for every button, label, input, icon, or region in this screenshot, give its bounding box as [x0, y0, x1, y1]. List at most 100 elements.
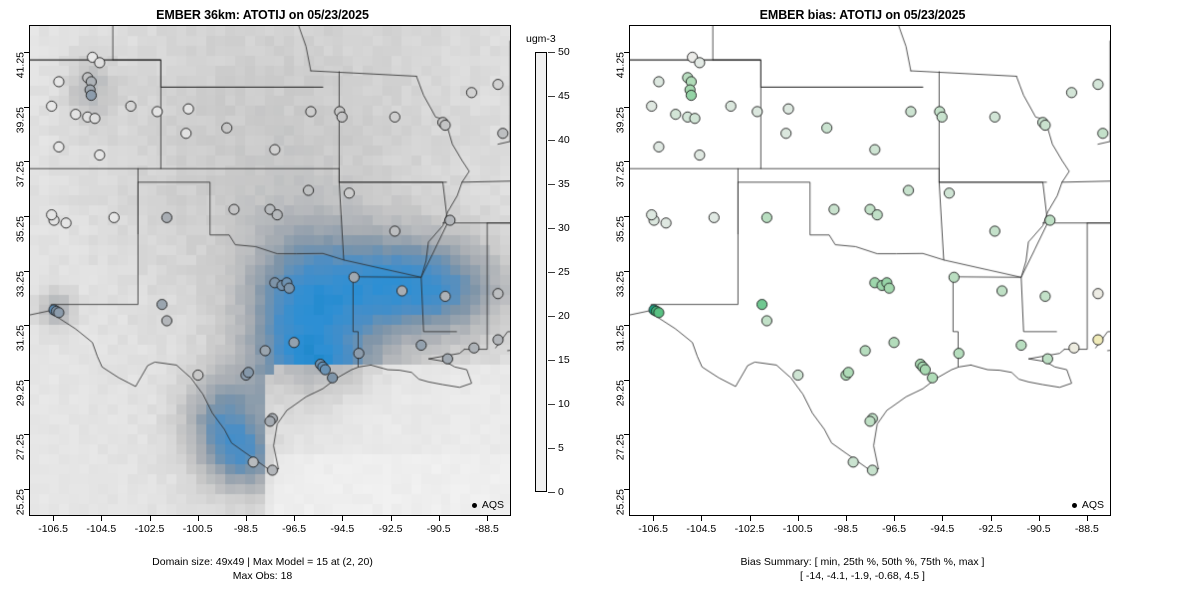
y-tick — [624, 52, 629, 54]
colorbar-tick — [548, 316, 555, 317]
x-tick-label: -104.5 — [686, 523, 717, 535]
y-tick-label: 27.25 — [614, 434, 626, 461]
x-tick — [53, 516, 55, 521]
x-tick — [1038, 516, 1040, 521]
y-tick — [624, 488, 629, 490]
caption-model-line2: Max Obs: 18 — [232, 570, 293, 582]
y-tick — [624, 161, 629, 163]
panel-model: EMBER 36km: ATOTIJ on 05/23/2025 AQS -10… — [0, 8, 570, 582]
x-tick — [149, 516, 151, 521]
colorbar-tick-label: 5 — [558, 442, 564, 454]
x-tick — [845, 516, 847, 521]
colorbar-tick-label: 35 — [558, 178, 570, 190]
colorbar-tick-label: 30 — [558, 222, 570, 234]
legend-aqs-bias: AQS — [1069, 498, 1107, 512]
aqs-dot-icon — [471, 502, 477, 508]
y-tick — [624, 270, 629, 272]
x-tick — [294, 516, 296, 521]
colorbar-tick — [548, 492, 555, 493]
x-tick-label: -88.5 — [474, 523, 499, 535]
y-tick — [24, 52, 29, 54]
colorbar-tick-label: 40 — [558, 134, 570, 146]
map-plot-model[interactable]: AQS — [29, 25, 511, 516]
y-axis-bias: 25.25 27.25 29.25 31.25 33.25 35.25 37.25 39.25… — [600, 25, 629, 516]
aqs-dot-icon — [1071, 502, 1077, 508]
x-tick — [101, 516, 103, 521]
panel-title-model: EMBER 36km: ATOTIJ on 05/23/2025 — [156, 8, 369, 22]
caption-model-line1: Domain size: 49x49 | Max Model = 15 at (… — [152, 556, 373, 568]
colorbar-tick-label: 0 — [558, 486, 564, 498]
colorbar-tick — [548, 184, 555, 185]
y-tick — [624, 215, 629, 217]
panel-title-bias: EMBER bias: ATOTIJ on 05/23/2025 — [759, 8, 966, 22]
x-tick — [245, 516, 247, 521]
y-tick-label: 37.25 — [614, 161, 626, 188]
y-tick — [24, 270, 29, 272]
colorbar-tick — [548, 360, 555, 361]
y-axis-model: 25.25 27.25 29.25 31.25 33.25 35.25 37.25 39.25… — [0, 25, 29, 516]
colorbar-tick-label: 10 — [558, 398, 570, 410]
x-tick-label: -88.5 — [1074, 523, 1099, 535]
x-tick-label: -90.5 — [1026, 523, 1051, 535]
y-tick — [624, 379, 629, 381]
x-tick-label: -100.5 — [782, 523, 813, 535]
x-tick-label: -98.5 — [833, 523, 858, 535]
y-tick-label: 25.25 — [14, 488, 26, 515]
x-tick — [990, 516, 992, 521]
colorbar-tick — [548, 140, 555, 141]
x-tick — [894, 516, 896, 521]
y-tick — [24, 215, 29, 217]
colorbar-tick-label: 15 — [558, 354, 570, 366]
colorbar-tick — [548, 272, 555, 273]
legend-aqs-model: AQS — [469, 498, 507, 512]
map-plot-bias[interactable]: AQS — [629, 25, 1111, 516]
y-tick-label: 29.25 — [614, 379, 626, 406]
y-tick-label: 39.25 — [14, 106, 26, 134]
colorbar-tick — [548, 96, 555, 97]
colorbar-tick-label: 45 — [558, 90, 570, 102]
caption-bias-line1: Bias Summary: [ min, 25th %, 50th %, 75t… — [740, 556, 985, 568]
y-tick — [24, 379, 29, 381]
y-tick-label: 33.25 — [14, 270, 26, 297]
y-tick-label: 31.25 — [14, 325, 26, 352]
x-tick — [797, 516, 799, 521]
x-tick-label: -104.5 — [86, 523, 117, 535]
aqs-bias-markers[interactable] — [630, 26, 1110, 515]
y-tick — [24, 434, 29, 436]
x-tick-label: -106.5 — [638, 523, 668, 535]
x-tick — [438, 516, 440, 521]
y-tick-label: 35.25 — [14, 215, 26, 243]
x-tick-label: -94.5 — [330, 523, 355, 535]
y-tick-label: 37.25 — [14, 161, 26, 188]
x-tick-label: -90.5 — [426, 523, 451, 535]
x-tick — [1086, 516, 1088, 521]
x-tick — [342, 516, 344, 521]
legend-label-aqs: AQS — [1081, 499, 1104, 511]
aqs-station-markers[interactable] — [30, 26, 510, 515]
colorbar-tick-label: 50 — [558, 46, 570, 58]
y-tick-label: 25.25 — [614, 488, 626, 515]
y-tick — [624, 106, 629, 108]
x-axis-bias: -106.5 -104.5 -102.5 -100.5 -98.5 -96.5 -94.5 -… — [629, 516, 1111, 546]
y-tick-label: 31.25 — [614, 325, 626, 352]
y-tick — [624, 325, 629, 327]
x-tick — [390, 516, 392, 521]
y-tick — [624, 434, 629, 436]
caption-bias-line2: [ -14, -4.1, -1.9, -0.68, 4.5 ] — [800, 570, 925, 582]
colorbar-tick-label: 25 — [558, 266, 570, 278]
x-tick-label: -96.5 — [282, 523, 307, 535]
x-tick-label: -106.5 — [38, 523, 68, 535]
y-tick — [24, 325, 29, 327]
x-tick — [653, 516, 655, 521]
y-tick-label: 41.25 — [14, 52, 26, 79]
y-tick-label: 35.25 — [614, 215, 626, 243]
y-tick — [24, 106, 29, 108]
x-tick-label: -102.5 — [134, 523, 165, 535]
x-tick-label: -92.5 — [978, 523, 1003, 535]
colorbar-tick — [548, 228, 555, 229]
x-tick-label: -100.5 — [182, 523, 213, 535]
x-tick — [197, 516, 199, 521]
colorbar-tick — [548, 404, 555, 405]
x-tick-label: -92.5 — [378, 523, 403, 535]
